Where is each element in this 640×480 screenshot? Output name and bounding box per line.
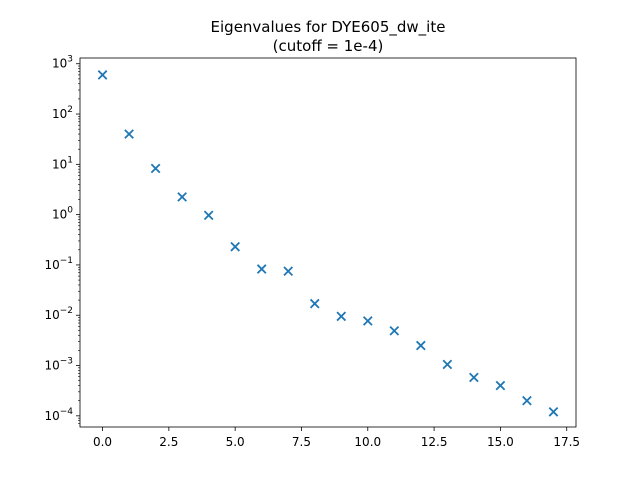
x-tick-label: 7.5 <box>292 435 311 449</box>
data-point <box>177 192 187 202</box>
data-point <box>230 241 241 252</box>
plot-area-frame <box>79 57 577 428</box>
chart-title: Eigenvalues for DYE605_dw_ite <box>211 18 446 37</box>
chart-subtitle: (cutoff = 1e-4) <box>273 37 384 55</box>
data-point <box>442 359 453 370</box>
data-point <box>203 210 214 221</box>
data-point <box>283 266 294 277</box>
data-points <box>97 70 559 417</box>
x-tick-label: 0.0 <box>93 435 112 449</box>
x-tick-label: 12.5 <box>421 435 448 449</box>
y-tick-label: 101 <box>52 155 73 171</box>
x-tick-label: 15.0 <box>487 435 514 449</box>
data-point <box>469 372 479 383</box>
data-point <box>389 325 400 336</box>
data-point <box>309 298 320 309</box>
data-point <box>150 163 161 174</box>
data-point <box>522 395 532 406</box>
y-tick-label: 100 <box>52 206 73 222</box>
data-point <box>97 70 108 80</box>
data-point <box>256 264 267 274</box>
y-tick-label: 103 <box>52 55 73 71</box>
y-tick-label: 10−1 <box>44 256 73 272</box>
y-axis: 103 102 101 100 10−1 10−2 10−3 10−4 <box>44 55 80 424</box>
x-tick-label: 17.5 <box>553 435 580 449</box>
x-tick-label: 10.0 <box>354 435 381 449</box>
data-point <box>415 340 426 351</box>
x-tick-label: 5.0 <box>226 435 245 449</box>
x-axis: 0.0 2.5 5.0 7.5 10.0 12.5 15.0 17.5 <box>93 427 580 449</box>
y-tick-label: 102 <box>52 105 73 121</box>
x-tick-label: 2.5 <box>159 435 178 449</box>
y-tick-label: 10−3 <box>44 357 73 373</box>
y-tick-label: 10−4 <box>44 407 73 423</box>
y-tick-label: 10−2 <box>44 306 73 322</box>
data-point <box>495 380 506 391</box>
data-point <box>124 129 134 139</box>
data-point <box>362 316 373 326</box>
data-point <box>336 311 347 322</box>
data-point <box>548 407 559 417</box>
